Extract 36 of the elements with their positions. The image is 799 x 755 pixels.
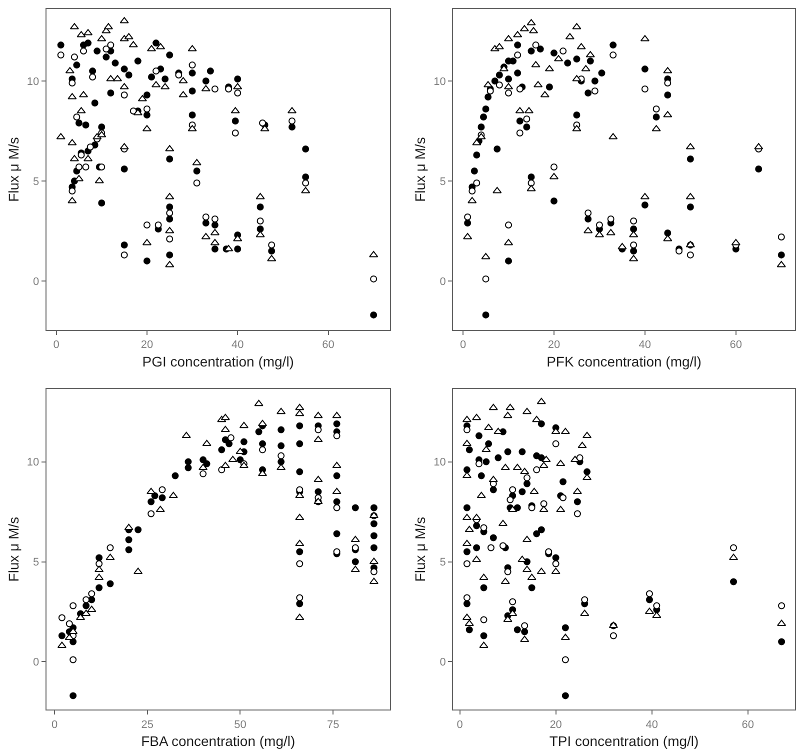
x-tick-label: 25 — [141, 718, 154, 731]
y-tick-label: 5 — [440, 556, 446, 569]
x-axis-title: FBA concentration (mg/l) — [141, 733, 296, 750]
y-tick-label: 0 — [33, 276, 40, 288]
x-axis-title: PGI concentration (mg/l) — [142, 353, 294, 370]
y-tick-label: 5 — [440, 176, 446, 188]
x-tick-label: 60 — [322, 339, 334, 352]
y-tick-label: 10 — [434, 76, 446, 88]
x-tick-label: 20 — [548, 339, 560, 352]
x-axis-title: PFK concentration (mg/l) — [546, 353, 702, 370]
y-axis-title: Flux μ M/s — [412, 516, 428, 582]
y-axis-title: Flux μ M/s — [5, 516, 22, 582]
y-axis-title: Flux μ M/s — [412, 137, 428, 202]
x-tick-label: 75 — [326, 718, 340, 731]
x-tick-label: 60 — [742, 718, 754, 731]
y-tick-label: 10 — [26, 456, 40, 469]
y-tick-label: 0 — [33, 656, 40, 669]
x-tick-label: 40 — [231, 339, 244, 352]
y-tick-label: 5 — [33, 176, 40, 188]
y-tick-label: 0 — [440, 656, 446, 669]
y-tick-label: 10 — [26, 76, 40, 88]
x-tick-label: 0 — [460, 339, 466, 352]
x-axis-title: TPI concentration (mg/l) — [549, 733, 699, 750]
x-tick-label: 0 — [53, 339, 60, 352]
x-tick-label: 20 — [550, 718, 562, 731]
y-tick-label: 10 — [434, 456, 446, 469]
x-tick-label: 20 — [140, 339, 154, 352]
y-tick-label: 5 — [33, 556, 40, 569]
y-axis-title: Flux μ M/s — [5, 137, 22, 202]
y-tick-label: 0 — [440, 276, 446, 288]
x-tick-label: 60 — [730, 339, 742, 352]
x-tick-label: 0 — [51, 718, 58, 731]
x-tick-label: 40 — [638, 339, 652, 352]
x-tick-label: 0 — [456, 718, 463, 731]
x-tick-label: 50 — [234, 718, 246, 731]
x-tick-label: 40 — [646, 718, 658, 731]
